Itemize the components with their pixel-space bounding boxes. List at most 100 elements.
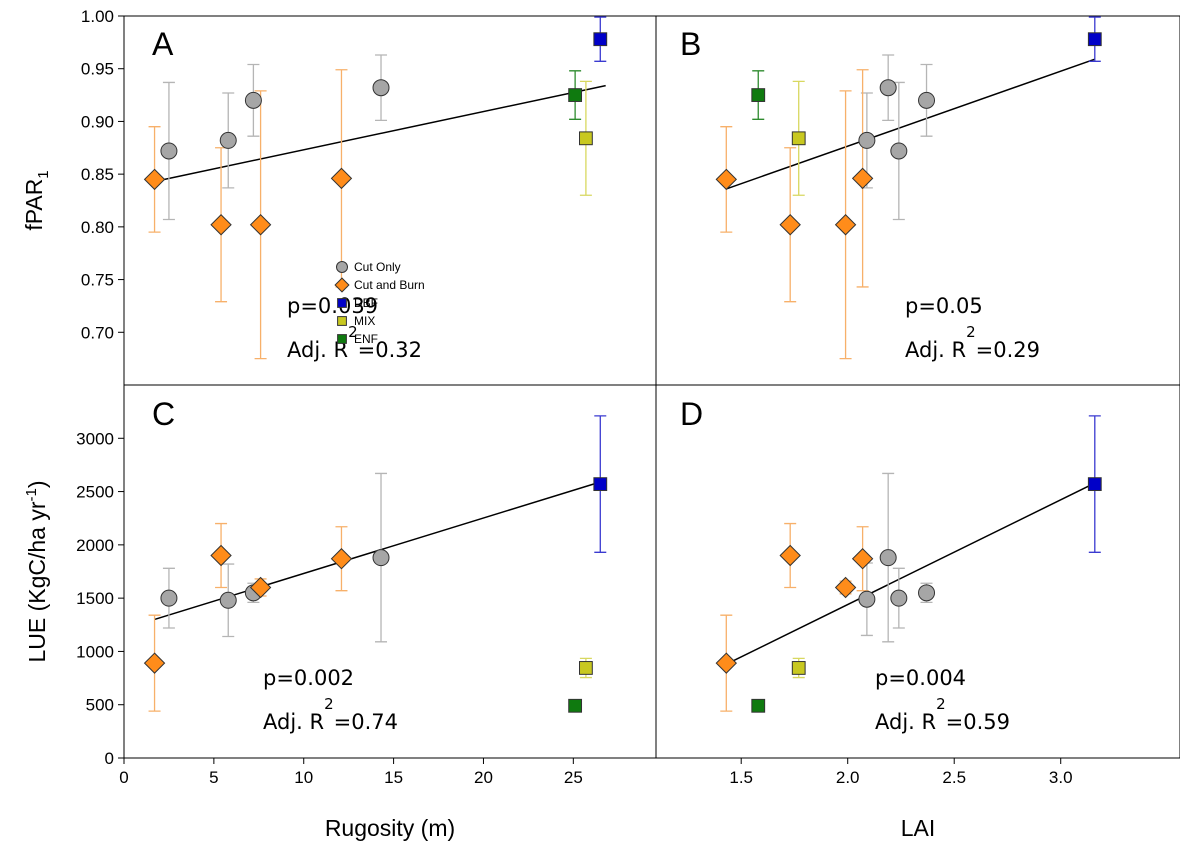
adj-r2-sup: 2 (966, 323, 976, 341)
legend-label: ENF (354, 332, 378, 346)
point (372, 549, 390, 567)
x-tick-label: 3.0 (1049, 768, 1073, 787)
y-axis-label-text: fPAR (21, 179, 47, 231)
x-tick-label: 20 (474, 768, 493, 787)
legend-label: Cut Only (354, 260, 401, 274)
point (791, 131, 806, 146)
adj-r2-value: =0.59 (946, 710, 1010, 734)
y-axis-label: fPAR1 (21, 170, 52, 230)
point (715, 652, 738, 674)
point (851, 167, 874, 190)
adj-r2-text: Adj. R (875, 710, 936, 734)
y-tick-label: 2500 (76, 483, 114, 502)
y-axis-label: LUE (KgC/ha yr-1) (23, 480, 50, 662)
y-axis-label-text: LUE (KgC/ha yr (24, 501, 50, 662)
fit-line (154, 84, 606, 183)
adj-r2: Adj. R2=0.59 (875, 695, 1010, 734)
adj-r2-sup: 2 (936, 695, 946, 713)
point (210, 214, 232, 236)
point (219, 591, 237, 609)
y-axis-label-sub: 1 (35, 170, 52, 178)
point (579, 661, 593, 675)
point (791, 661, 806, 675)
point (879, 79, 897, 97)
point (143, 652, 166, 674)
point (160, 589, 178, 607)
adj-r2: Adj. R2=0.29 (905, 323, 1040, 362)
point (593, 477, 608, 492)
x-tick-label: 25 (564, 768, 583, 787)
x-axis-label: Rugosity (m) (325, 815, 455, 841)
panel-letter: D (680, 396, 703, 432)
x-tick-label: 1.5 (729, 768, 753, 787)
legend-marker (334, 277, 350, 293)
x-axis-label: LAI (901, 815, 936, 841)
fit-line (726, 58, 1096, 190)
point (890, 142, 908, 160)
p-value: p=0.039 (287, 294, 378, 318)
point (219, 131, 237, 149)
y-tick-label: 3000 (76, 429, 114, 448)
y-tick-label: 0 (105, 749, 114, 768)
y-axis-label-sup: -1 (23, 488, 40, 501)
adj-r2-text: Adj. R (905, 338, 966, 362)
y-axis-label-tail: ) (24, 480, 50, 488)
y-tick-label: 0.70 (81, 323, 114, 342)
point (858, 590, 876, 608)
plot-area (715, 415, 1102, 713)
plot-area (143, 415, 608, 713)
y-tick-label: 0.75 (81, 271, 114, 290)
point (779, 214, 801, 236)
point (372, 79, 390, 97)
legend-marker (337, 316, 347, 326)
point (751, 88, 766, 102)
panel-letter: B (680, 26, 701, 62)
point (568, 88, 583, 102)
x-tick-label: 5 (209, 768, 218, 787)
adj-r2-sup: 2 (348, 323, 358, 341)
legend-marker (337, 298, 347, 308)
point (1087, 32, 1102, 47)
y-tick-label: 2000 (76, 536, 114, 555)
x-tick-label: 0 (119, 768, 128, 787)
point (249, 214, 272, 236)
adj-r2: Adj. R2=0.32 (287, 323, 422, 362)
point (143, 168, 166, 191)
point (751, 698, 766, 713)
point (858, 131, 876, 149)
y-tick-label: 1.00 (81, 7, 114, 26)
point (330, 548, 353, 570)
point (715, 168, 738, 191)
adj-r2-value: =0.74 (334, 710, 398, 734)
point (851, 548, 874, 570)
point (579, 131, 593, 146)
y-tick-label: 0.95 (81, 60, 114, 79)
point (890, 589, 908, 607)
panel-letter: C (152, 396, 175, 432)
point (918, 91, 936, 109)
p-value: p=0.004 (875, 666, 966, 690)
point (834, 214, 857, 236)
panel-frame (655, 384, 1180, 759)
point (210, 544, 232, 567)
p-value: p=0.05 (905, 294, 983, 318)
legend-marker (336, 261, 348, 273)
point (568, 698, 583, 713)
point (593, 32, 608, 47)
y-tick-label: 1500 (76, 589, 114, 608)
panel-frame (655, 15, 1180, 386)
x-tick-label: 2.5 (942, 768, 966, 787)
point (879, 549, 897, 567)
legend-marker (337, 334, 347, 344)
point (330, 167, 353, 190)
point (918, 584, 936, 602)
legend-label: DBF (354, 296, 378, 310)
panel-letter: A (152, 26, 174, 62)
point (1087, 477, 1102, 492)
p-value: p=0.002 (263, 666, 354, 690)
point (834, 576, 857, 599)
legend-label: Cut and Burn (354, 278, 425, 292)
y-tick-label: 1000 (76, 642, 114, 661)
y-tick-label: 0.85 (81, 165, 114, 184)
